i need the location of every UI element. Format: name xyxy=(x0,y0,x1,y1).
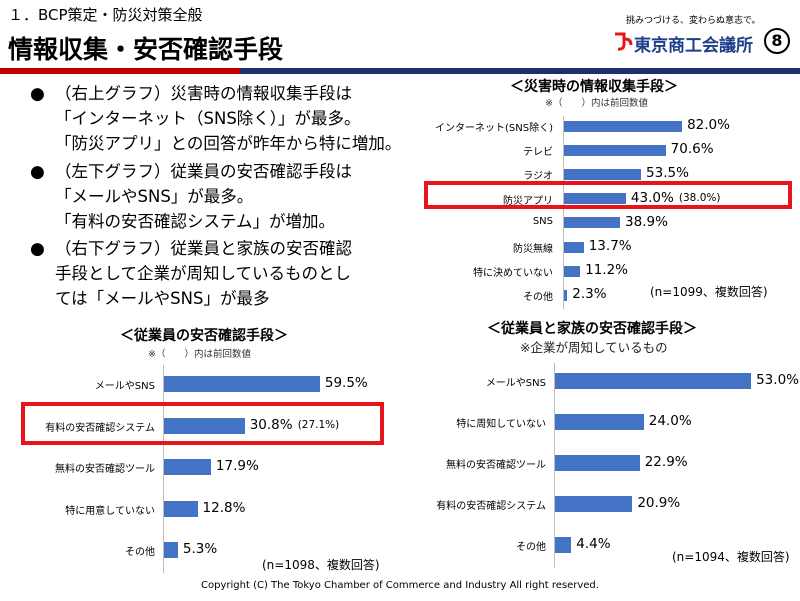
value-label: 4.4% xyxy=(576,536,611,552)
chart-axis xyxy=(554,362,555,568)
value-label: 53.0% xyxy=(756,372,799,388)
bullet-line: （右下グラフ）従業員と家族の安否確認 xyxy=(55,239,352,258)
category-label: 防災アプリ xyxy=(503,195,553,207)
value-label: 5.3% xyxy=(182,541,218,557)
bar xyxy=(564,217,621,229)
value-label: 13.7% xyxy=(588,238,632,254)
chart-title: ＜災害時の情報収集手段＞ xyxy=(510,79,678,95)
bullet-line: 「有料の安否確認システム」が増加。 xyxy=(55,212,336,231)
category-label: ラジオ xyxy=(523,171,553,183)
category-label: 特に用意していない xyxy=(65,505,155,517)
chart-note: ※企業が周知しているもの xyxy=(520,340,668,355)
value-label: 38.9% xyxy=(625,213,668,230)
category-label: 有料の安否確認システム xyxy=(436,501,546,512)
value-label: 43.0% xyxy=(630,189,674,206)
bullet-marker: ● xyxy=(30,239,45,259)
org-name: 東京商工会議所 xyxy=(634,36,753,56)
org-tagline: 挑みつづける、変わらぬ意志で。 xyxy=(626,16,761,26)
bar xyxy=(564,241,584,253)
bar xyxy=(555,373,752,389)
bar xyxy=(164,376,320,392)
category-label: メールやSNS xyxy=(94,381,155,392)
bar xyxy=(564,193,626,205)
category-label: 特に決めていない xyxy=(473,268,553,280)
category-label: メールやSNS xyxy=(485,378,546,389)
category-label: 有料の安否確認システム xyxy=(45,422,155,434)
bullet-line: 「メールやSNS」が最多。 xyxy=(55,187,254,206)
previous-value-label: (38.0%) xyxy=(678,191,721,204)
bar xyxy=(555,455,640,471)
bullet-marker: ● xyxy=(30,162,45,182)
bar xyxy=(564,265,581,277)
bar xyxy=(564,120,683,132)
bullet-line: （左下グラフ）従業員の安否確認手段は xyxy=(55,162,352,181)
bullet-line: ては「メールやSNS」が最多 xyxy=(55,289,270,308)
bar xyxy=(164,500,198,517)
value-label: 20.9% xyxy=(637,495,681,511)
category-label: テレビ xyxy=(523,147,553,159)
category-label: インターネット(SNS除く) xyxy=(435,123,553,134)
value-label: 82.0% xyxy=(687,117,730,133)
tcci-logo-icon xyxy=(615,32,633,51)
chart-axis xyxy=(163,365,164,573)
value-label: 12.8% xyxy=(202,499,246,516)
section-title: １．BCP策定・防災対策全般 xyxy=(8,6,203,24)
bar xyxy=(564,289,568,301)
bar xyxy=(555,537,572,553)
chart-sample-note: (n=1098、複数回答) xyxy=(262,558,380,572)
highlight-box xyxy=(21,402,384,445)
value-label: 22.9% xyxy=(644,454,688,470)
value-label: 24.0% xyxy=(648,413,692,429)
title-underline-navy xyxy=(240,68,800,74)
value-label: 17.9% xyxy=(215,458,259,474)
chart-axis xyxy=(563,115,564,310)
bullet-marker: ● xyxy=(30,84,45,104)
bar xyxy=(555,414,644,430)
category-label: その他 xyxy=(523,292,553,304)
value-label: 59.5% xyxy=(324,375,368,391)
previous-value-label: (27.1%) xyxy=(297,418,340,431)
bullet-line: 手段として企業が周知しているものとし xyxy=(55,264,352,283)
category-label: 無料の安否確認ツール xyxy=(446,460,546,471)
bar xyxy=(164,542,178,558)
category-label: 無料の安否確認ツール xyxy=(55,464,155,475)
value-label: 53.5% xyxy=(646,165,689,182)
chart-sample-note: (n=1099、複数回答) xyxy=(650,285,768,299)
category-label: 防災無線 xyxy=(513,244,553,255)
value-label: 30.8% xyxy=(249,416,293,433)
chart-sample-note: (n=1094、複数回答) xyxy=(672,550,790,564)
highlight-box xyxy=(424,181,792,209)
page-number: 8 xyxy=(764,28,790,54)
category-label: その他 xyxy=(516,542,546,553)
category-label: SNS xyxy=(532,215,553,227)
category-label: その他 xyxy=(125,547,155,558)
chart-note: ※（ ）内は前回数値 xyxy=(545,98,648,109)
bullet-line: （右上グラフ）災害時の情報収集手段は xyxy=(55,84,352,103)
title-underline-red xyxy=(0,68,240,74)
value-label: 70.6% xyxy=(670,141,714,158)
value-label: 11.2% xyxy=(585,262,629,279)
page-title: 情報収集・安否確認手段 xyxy=(8,35,284,64)
bar xyxy=(564,168,642,180)
value-label: 2.3% xyxy=(572,286,607,303)
bullet-line: 「防災アプリ」との回答が昨年から特に増加。 xyxy=(55,134,402,153)
chart-title: ＜従業員と家族の安否確認手段＞ xyxy=(487,321,697,337)
bullet-line: 「インターネット（SNS除く）」が最多。 xyxy=(55,109,361,128)
bar xyxy=(164,459,211,475)
bar xyxy=(555,496,633,512)
bar xyxy=(564,144,666,156)
bar xyxy=(164,417,245,434)
copyright-notice: Copyright (C) The Tokyo Chamber of Comme… xyxy=(201,580,599,591)
chart-title: ＜従業員の安否確認手段＞ xyxy=(120,328,288,344)
chart-note: ※（ ）内は前回数値 xyxy=(148,349,251,360)
category-label: 特に周知していない xyxy=(456,419,546,430)
